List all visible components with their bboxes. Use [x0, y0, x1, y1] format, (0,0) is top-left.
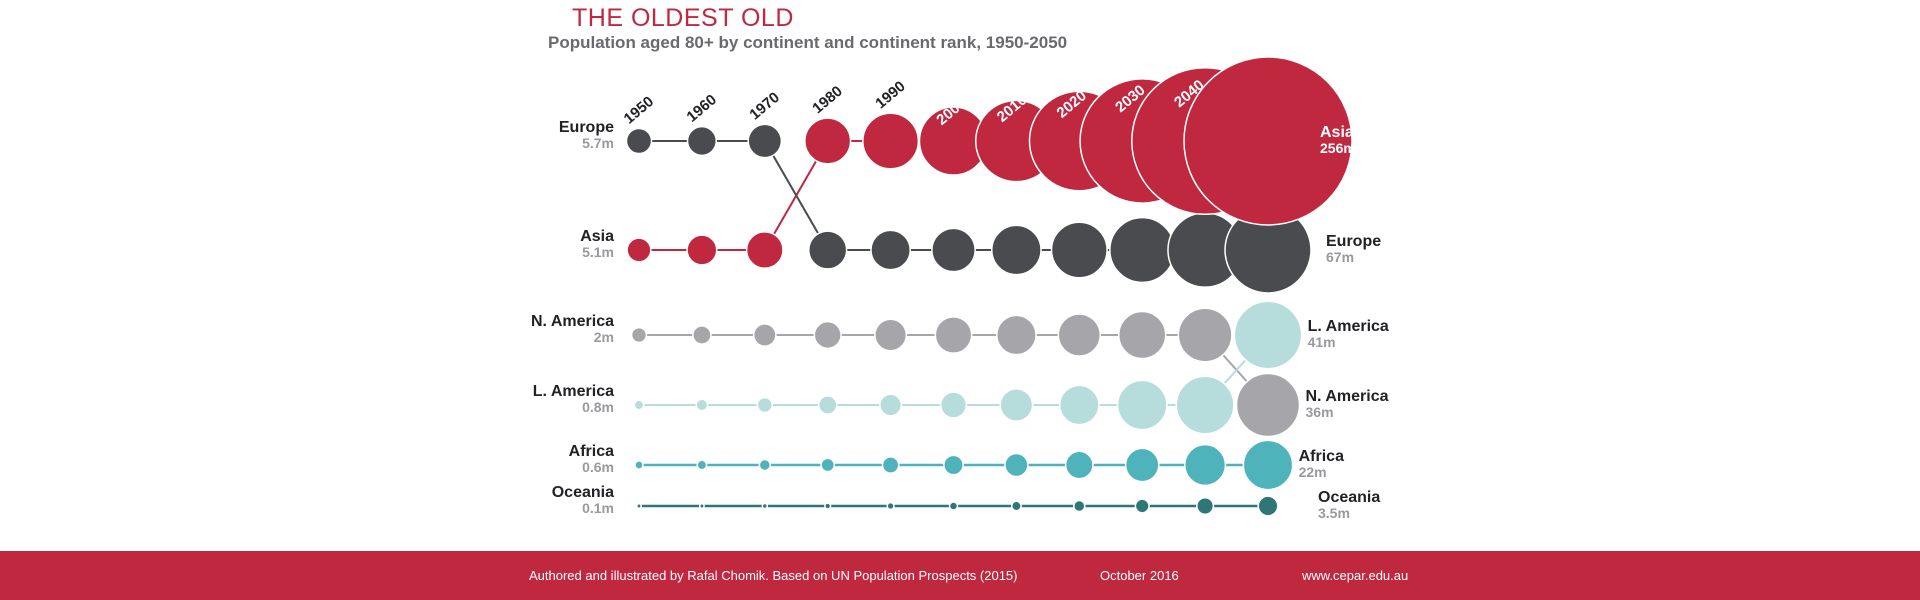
bubble-l_america-2040 [1175, 375, 1235, 435]
end-label-oceania: Oceania [1318, 489, 1380, 506]
bubble-l_america-1970 [756, 396, 773, 414]
start-value-n_america: 2m [594, 329, 614, 345]
start-label-europe: Europe [559, 119, 614, 136]
footer-credit: Authored and illustrated by Rafal Chomik… [529, 568, 1018, 583]
bubble-l_america-1980 [817, 395, 838, 415]
bubble-africa-2010 [1004, 452, 1029, 478]
bubble-l_america-2000 [939, 391, 968, 419]
bubble-africa-1980 [820, 457, 836, 473]
bubble-africa-1990 [881, 456, 900, 474]
bubble-n_america-2000 [934, 316, 973, 354]
bubble-oceania-2010 [1010, 500, 1022, 512]
bubble-asia-1950 [626, 237, 652, 263]
end-value-l_america: 41m [1308, 334, 1336, 350]
bubble-l_america-1950 [633, 399, 645, 411]
bubble-n_america-1970 [752, 323, 777, 347]
bubble-oceania-2030 [1134, 498, 1150, 514]
start-label-l_america: L. America [533, 383, 614, 400]
end-value-africa: 22m [1299, 464, 1327, 480]
end-label-l_america: L. America [1308, 318, 1389, 335]
start-value-oceania: 0.1m [582, 500, 614, 516]
bubble-asia-1980 [804, 117, 852, 165]
end-value-europe: 67m [1326, 249, 1354, 265]
start-value-asia: 5.1m [582, 244, 614, 260]
year-label-1950: 1950 [621, 93, 657, 127]
bubble-l_america-2020 [1058, 384, 1100, 426]
bubble-oceania-2050 [1257, 495, 1279, 517]
bubble-asia-1960 [686, 234, 718, 266]
bubble-africa-2030 [1124, 447, 1160, 483]
bubble-oceania-1970 [761, 502, 769, 510]
bubble-n_america-1950 [630, 326, 648, 344]
bubble-l_america-2030 [1116, 379, 1168, 431]
bubble-oceania-2020 [1073, 499, 1086, 513]
end-value-n_america: 36m [1306, 404, 1334, 420]
bubble-europe-2020 [1050, 221, 1108, 279]
bubble-n_america-2040 [1177, 307, 1233, 363]
bubble-oceania-1960 [698, 503, 705, 509]
year-label-1970: 1970 [746, 89, 782, 123]
end-label-africa: Africa [1299, 448, 1344, 465]
bubble-chart: 1950 1960 1970 1980 1990 2000 2010 2020 2030 2040… [531, 56, 1389, 521]
start-label-africa: Africa [569, 443, 614, 460]
bubble-oceania-1950 [636, 503, 642, 509]
year-label-1990: 1990 [872, 78, 908, 112]
footer-date: October 2016 [1100, 568, 1179, 583]
year-label-1980: 1980 [809, 83, 845, 117]
end-label-europe: Europe [1326, 233, 1381, 250]
start-value-l_america: 0.8m [582, 399, 614, 415]
bubble-europe-1980 [808, 230, 848, 270]
bubble-europe-1990 [870, 229, 911, 271]
start-value-europe: 5.7m [582, 135, 614, 151]
bubble-oceania-1980 [824, 502, 832, 510]
footer-banner: Authored and illustrated by Rafal Chomik… [0, 551, 1920, 600]
bubble-n_america-1990 [874, 318, 908, 352]
bubble-africa-2040 [1184, 443, 1227, 487]
bubble-n_america-1980 [813, 320, 842, 350]
start-label-oceania: Oceania [552, 484, 614, 501]
bubble-africa-2020 [1064, 450, 1094, 480]
bubble-n_america-2010 [996, 314, 1037, 356]
bubble-europe-2010 [991, 224, 1042, 276]
end-label-asia: Asia [1320, 124, 1354, 141]
bubbles [625, 56, 1353, 517]
bubble-l_america-2010 [999, 388, 1034, 422]
bubble-n_america-2020 [1057, 313, 1102, 357]
bubble-europe-1970 [747, 123, 783, 159]
end-value-asia: 256m [1320, 140, 1356, 156]
bubble-l_america-1960 [695, 398, 709, 412]
bubble-africa-1950 [634, 460, 644, 470]
bubble-europe-2000 [931, 227, 976, 273]
start-label-n_america: N. America [531, 313, 614, 330]
bubble-oceania-2000 [948, 501, 959, 511]
footer-url[interactable]: www.cepar.edu.au [1302, 568, 1409, 583]
bubble-oceania-2040 [1196, 496, 1215, 516]
bubble-europe-1950 [625, 127, 653, 155]
bubble-n_america-2050 [1235, 372, 1301, 438]
start-label-asia: Asia [580, 228, 614, 245]
bubble-oceania-1990 [886, 501, 895, 511]
bubble-n_america-2030 [1117, 310, 1167, 360]
bubble-l_america-2050 [1233, 300, 1303, 370]
bubble-africa-1970 [758, 458, 772, 472]
bubble-l_america-1990 [879, 393, 903, 417]
bubble-n_america-1960 [692, 325, 712, 345]
end-label-n_america: N. America [1306, 388, 1389, 405]
start-value-africa: 0.6m [582, 459, 614, 475]
bubble-africa-2000 [943, 454, 964, 476]
bubble-africa-1960 [696, 459, 708, 471]
bubble-africa-2050 [1242, 439, 1294, 491]
bubble-asia-2050 [1183, 56, 1353, 226]
bubble-europe-2030 [1109, 216, 1176, 284]
chart-title: THE OLDEST OLD [572, 4, 794, 32]
chart-subtitle: Population aged 80+ by continent and con… [548, 33, 1068, 52]
bubble-europe-1960 [686, 125, 718, 157]
bubble-asia-1990 [862, 112, 920, 170]
end-value-oceania: 3.5m [1318, 505, 1350, 521]
bubble-asia-1970 [745, 231, 784, 269]
year-label-1960: 1960 [684, 91, 720, 125]
